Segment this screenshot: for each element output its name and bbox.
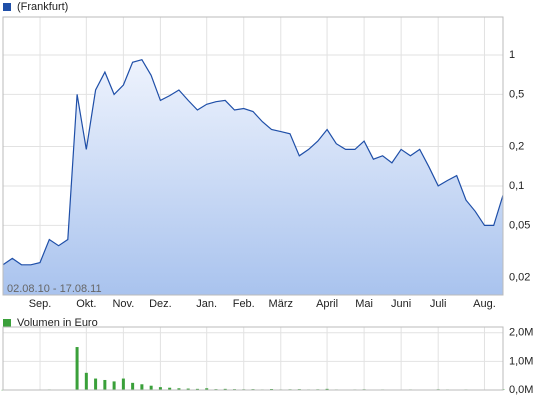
x-tick-label: Juli xyxy=(430,298,447,310)
x-tick-label: April xyxy=(316,298,338,310)
x-tick-label: Feb. xyxy=(233,298,255,310)
x-tick-label: Sep. xyxy=(29,298,52,310)
volume-bar xyxy=(158,387,162,390)
x-tick-label: März xyxy=(269,298,293,310)
price-line xyxy=(2,58,504,266)
volume-bar xyxy=(112,381,116,390)
y-tick-label: 1,0M xyxy=(509,355,533,367)
plot-border xyxy=(2,16,504,296)
x-tick-label: Mai xyxy=(355,298,373,310)
y-tick-label: 0,1 xyxy=(509,180,524,192)
volume-bar xyxy=(325,388,329,390)
y-tick-label: 1 xyxy=(509,49,515,61)
volume-bar xyxy=(195,388,199,390)
legend-label: (Frankfurt) xyxy=(17,1,68,13)
volume-bar xyxy=(168,387,172,390)
volume-bar xyxy=(186,388,190,390)
y-tick-label: 0,05 xyxy=(509,219,530,231)
x-tick-label: Okt. xyxy=(76,298,96,310)
volume-bar xyxy=(270,388,274,390)
y-tick-label: 0,2 xyxy=(509,140,524,152)
legend-swatch xyxy=(3,3,11,11)
x-tick-label: Juni xyxy=(391,298,411,310)
volume-bar xyxy=(121,378,125,390)
volume-bar xyxy=(223,388,227,390)
y-tick-label: 2,0M xyxy=(509,327,533,339)
volume-bar xyxy=(103,379,107,390)
volume-bar xyxy=(140,384,144,390)
x-tick-label: Aug. xyxy=(473,298,496,310)
volume-bar xyxy=(94,378,98,390)
area-fill xyxy=(3,59,503,296)
y-tick-label: 0,02 xyxy=(509,271,530,283)
y-tick-label: 0,5 xyxy=(509,88,524,100)
legend-swatch xyxy=(3,319,11,327)
x-tick-label: Nov. xyxy=(112,298,134,310)
plot-border xyxy=(2,326,504,391)
volume-bar xyxy=(149,385,153,390)
volume-bar xyxy=(205,388,209,390)
volume-bar xyxy=(177,388,181,390)
x-tick-label: Jan. xyxy=(196,298,217,310)
volume-bar xyxy=(75,347,79,390)
y-tick-label: 0,0M xyxy=(509,384,533,396)
volume-bar xyxy=(84,372,88,390)
date-range: 02.08.10 - 17.08.11 xyxy=(7,283,102,295)
legend-label: Volumen in Euro xyxy=(17,317,98,329)
volume-bar xyxy=(131,382,135,390)
x-tick-label: Dez. xyxy=(149,298,172,310)
